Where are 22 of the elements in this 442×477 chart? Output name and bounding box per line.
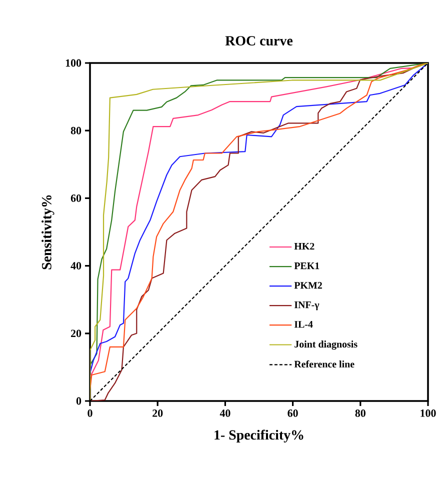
x-tick-label: 0 — [88, 410, 92, 417]
x-tick-label: 60 — [288, 410, 298, 417]
legend-label: INF-γ — [294, 302, 320, 310]
chart-title: ROC curve — [225, 36, 293, 46]
legend-label: Joint diagnosis — [294, 340, 358, 350]
legend-label: PKM2 — [294, 282, 322, 289]
y-tick-label: 80 — [70, 126, 82, 134]
y-axis-title: Sensitivity% — [42, 195, 54, 270]
y-tick-label: 0 — [76, 397, 82, 405]
legend-label: Reference line — [294, 360, 354, 368]
legend-label: IL-4 — [294, 321, 313, 328]
x-tick-label: 20 — [152, 410, 163, 417]
y-tick-label: 20 — [70, 330, 82, 338]
y-tick-label: 100 — [66, 59, 82, 67]
y-tick-label: 40 — [70, 262, 82, 270]
legend-label: PEK1 — [294, 262, 320, 270]
x-tick-label: 40 — [220, 410, 230, 417]
x-tick-label: 80 — [355, 410, 366, 417]
x-axis-title: 1- Specificity% — [214, 430, 304, 443]
y-tick-label: 60 — [70, 194, 82, 202]
x-tick-label: 100 — [420, 410, 436, 417]
legend-label: HK2 — [294, 242, 314, 250]
